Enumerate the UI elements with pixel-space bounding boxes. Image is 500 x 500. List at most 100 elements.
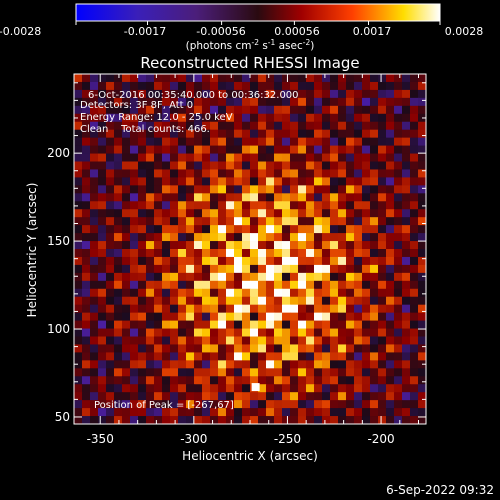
heatmap-cell [242,320,251,329]
heatmap-cell [170,360,179,369]
heatmap-cell [282,185,291,194]
heatmap-cell [162,81,171,91]
heatmap-cell [410,376,419,385]
heatmap-cell [130,145,139,154]
heatmap-cell [346,280,355,290]
heatmap-cell [146,193,155,202]
heatmap-cell [338,169,347,178]
heatmap-cell [170,225,179,234]
heatmap-cell [354,201,363,210]
heatmap-cell [330,241,339,250]
heatmap-cell [402,280,411,290]
heatmap-cell [394,129,403,139]
heatmap-cell [194,81,203,91]
heatmap-cell [410,288,419,298]
heatmap-cell [162,113,171,123]
heatmap-cell [250,121,259,131]
heatmap-cell [258,89,267,99]
heatmap-cell [130,384,139,393]
heatmap-cell [346,336,355,345]
heatmap-cell [170,81,179,91]
heatmap-cell [130,288,139,298]
heatmap-cell [330,137,339,146]
heatmap-cell [82,376,91,385]
heatmap-cell [402,296,411,306]
heatmap-cell [162,336,171,345]
heatmap-cell [418,376,427,385]
heatmap-cell [138,177,147,186]
heatmap-cell [402,121,411,131]
heatmap-cell [394,241,403,250]
heatmap-cell [90,408,99,417]
heatmap-cell [274,145,283,154]
heatmap-cell [282,161,291,170]
heatmap-cell [418,193,427,202]
heatmap-cell [330,193,339,202]
heatmap-cell [266,209,275,218]
heatmap-cell [186,201,195,210]
heatmap-cell [210,336,219,345]
heatmap-cell [354,185,363,194]
heatmap-cell [402,193,411,202]
heatmap-cell [298,336,307,345]
heatmap-cell [210,288,219,298]
heatmap-cell [322,129,331,139]
heatmap-cell [98,392,107,401]
heatmap-cell [370,328,379,337]
heatmap-cell [362,233,371,242]
heatmap-cell [242,121,251,131]
heatmap-cell [218,81,227,91]
heatmap-cell [330,280,339,290]
heatmap-cell [106,161,115,170]
heatmap [74,74,427,425]
heatmap-cell [266,74,275,83]
heatmap-cell [234,169,243,178]
heatmap-cell [386,74,395,83]
heatmap-cell [194,129,203,139]
heatmap-cell [226,153,235,162]
heatmap-cell [82,161,91,170]
heatmap-cell [106,312,115,321]
heatmap-cell [394,233,403,242]
heatmap-cell [394,105,403,115]
heatmap-cell [202,97,211,107]
heatmap-cell [114,225,123,234]
heatmap-cell [90,249,99,258]
heatmap-cell [410,201,419,210]
heatmap-cell [322,384,331,393]
heatmap-cell [378,400,387,409]
heatmap-cell [314,400,323,409]
heatmap-cell [354,408,363,417]
heatmap-cell [162,344,171,353]
heatmap-cell [290,416,299,425]
heatmap-cell [306,360,315,369]
heatmap-cell [402,113,411,123]
heatmap-cell [410,153,419,162]
heatmap-cell [98,169,107,178]
heatmap-cell [346,97,355,107]
heatmap-cell [330,113,339,123]
heatmap-cell [378,169,387,178]
heatmap-cell [410,121,419,131]
heatmap-cell [210,408,219,417]
heatmap-cell [258,169,267,178]
heatmap-cell [370,241,379,250]
heatmap-cell [82,169,91,178]
heatmap-cell [178,225,187,234]
heatmap-cell [370,272,379,282]
heatmap-cell [194,217,203,226]
heatmap-cell [386,129,395,139]
annotation-peak-position: Position of Peak = [-267,67] [94,400,234,411]
heatmap-cell [370,249,379,258]
heatmap-cell [362,145,371,154]
heatmap-cell [274,416,283,425]
heatmap-cell [106,241,115,250]
heatmap-cell [306,272,315,282]
heatmap-cell [338,233,347,242]
heatmap-cell [338,97,347,107]
heatmap-cell [106,360,115,369]
heatmap-cell [330,400,339,409]
heatmap-cell [130,81,139,91]
heatmap-cell [378,137,387,146]
heatmap-cell [338,121,347,131]
